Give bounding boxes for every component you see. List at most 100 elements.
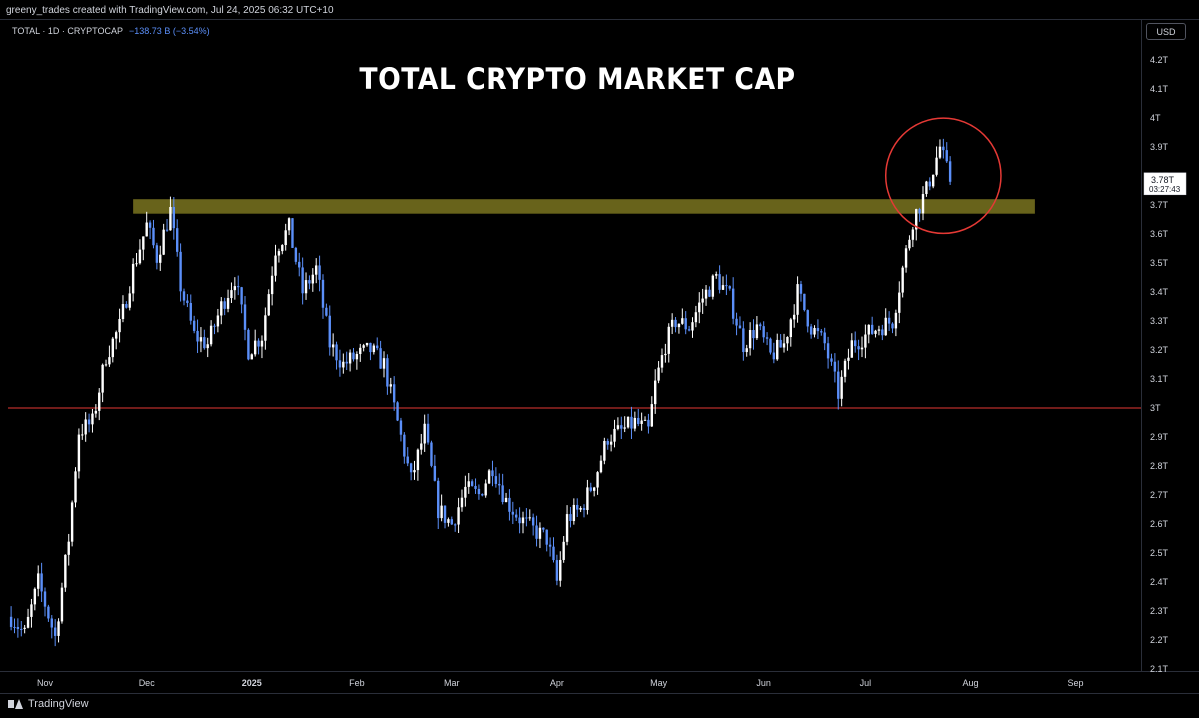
symbol-label: TOTAL · 1D · CRYPTOCAP xyxy=(12,26,124,36)
candle xyxy=(243,296,247,341)
candle-body xyxy=(708,289,711,297)
candle xyxy=(765,332,769,346)
candle xyxy=(704,285,708,306)
y-tick-label: 3.1T xyxy=(1150,374,1169,384)
candle-body xyxy=(881,329,884,336)
candle-body xyxy=(392,384,396,403)
symbol-legend[interactable]: TOTAL · 1D · CRYPTOCAP −138.73 B (−3.54%) xyxy=(12,26,210,36)
y-tick-label: 2.7T xyxy=(1150,490,1169,500)
candle-body xyxy=(114,332,118,339)
candle xyxy=(694,305,698,328)
candle-body xyxy=(867,324,870,335)
candle xyxy=(145,211,148,237)
y-tick-label: 4.2T xyxy=(1150,55,1169,65)
tradingview-logo[interactable]: TradingView xyxy=(8,698,89,710)
y-tick-label: 2.8T xyxy=(1150,461,1169,471)
candle xyxy=(131,258,135,302)
candle-body xyxy=(135,263,138,265)
candle xyxy=(667,323,670,363)
candle-body xyxy=(603,440,606,461)
candle-body xyxy=(830,358,833,362)
candle xyxy=(40,562,43,602)
candle-body xyxy=(145,222,148,237)
candle-body xyxy=(209,325,213,345)
x-tick-label: Nov xyxy=(37,678,54,688)
candle xyxy=(50,615,53,639)
candle-body xyxy=(752,330,755,339)
candle xyxy=(677,323,681,334)
candle-body xyxy=(389,384,392,387)
candle xyxy=(413,460,416,480)
candle xyxy=(769,337,772,355)
candle-body xyxy=(701,298,704,303)
candle-body xyxy=(698,302,701,313)
candle-body xyxy=(237,286,240,288)
candle-body xyxy=(792,314,796,320)
candle xyxy=(877,325,881,336)
candle xyxy=(399,417,403,442)
y-tick-label: 3.6T xyxy=(1150,229,1169,239)
candle xyxy=(13,618,16,634)
candle xyxy=(918,207,921,222)
candle-body xyxy=(504,497,508,503)
candle-body xyxy=(484,483,487,496)
candle xyxy=(287,217,291,236)
candle xyxy=(226,289,230,313)
candle-body xyxy=(67,541,70,555)
candle xyxy=(152,219,155,249)
candle xyxy=(833,353,837,383)
candle xyxy=(508,489,511,521)
candle-body xyxy=(230,290,233,299)
candle-body xyxy=(91,413,94,425)
candle xyxy=(762,321,765,343)
candle-body xyxy=(226,298,230,309)
candle xyxy=(155,242,159,270)
candle xyxy=(874,329,877,338)
candle-body xyxy=(535,525,538,539)
candle-body xyxy=(609,441,613,445)
candle-body xyxy=(633,417,637,429)
candle-body xyxy=(548,544,552,547)
candle-body xyxy=(596,472,599,488)
candle-body xyxy=(816,328,820,332)
candle-body xyxy=(538,527,542,539)
candle xyxy=(416,448,420,481)
candle xyxy=(942,138,945,159)
candle-body xyxy=(342,361,345,368)
candle xyxy=(230,282,233,304)
candle xyxy=(654,369,657,414)
y-tick-label: 3.4T xyxy=(1150,287,1169,297)
candle-body xyxy=(901,267,904,293)
candle xyxy=(786,336,789,351)
candle xyxy=(460,489,464,512)
candle-body xyxy=(735,318,738,326)
candle xyxy=(826,336,830,369)
candle-body xyxy=(948,161,952,182)
candle xyxy=(718,265,721,294)
candle xyxy=(643,416,647,421)
candle-body xyxy=(860,347,864,350)
candle-body xyxy=(799,284,803,294)
candle-body xyxy=(531,517,535,526)
candle-body xyxy=(748,330,752,349)
candle xyxy=(816,319,820,340)
candle-body xyxy=(670,319,674,327)
candle xyxy=(277,248,281,263)
candle-body xyxy=(854,340,857,347)
candle xyxy=(664,343,667,363)
candle-body xyxy=(654,380,657,405)
candle xyxy=(318,255,321,292)
candle-body xyxy=(518,517,521,524)
candle xyxy=(657,361,660,384)
candle xyxy=(491,460,494,487)
candle xyxy=(938,139,942,160)
candle-body xyxy=(257,340,260,347)
candle-body xyxy=(911,229,915,240)
candle-body xyxy=(779,339,782,348)
candle-body xyxy=(477,488,481,495)
last-price-value: 3.78T xyxy=(1151,175,1175,185)
candle-body xyxy=(796,284,799,315)
candle-body xyxy=(626,416,630,428)
currency-button[interactable]: USD xyxy=(1146,23,1186,40)
